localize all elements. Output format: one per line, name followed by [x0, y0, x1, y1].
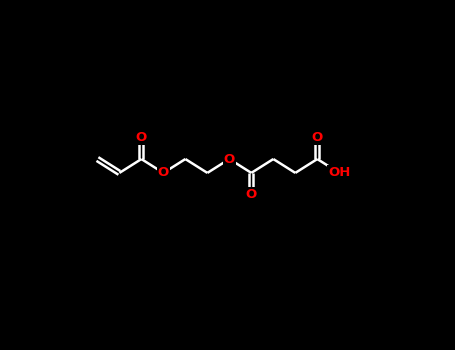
Text: O: O — [158, 166, 169, 180]
Text: O: O — [312, 131, 323, 144]
Text: OH: OH — [328, 166, 350, 180]
Text: O: O — [224, 153, 235, 166]
Text: O: O — [136, 131, 147, 144]
Text: O: O — [246, 188, 257, 201]
